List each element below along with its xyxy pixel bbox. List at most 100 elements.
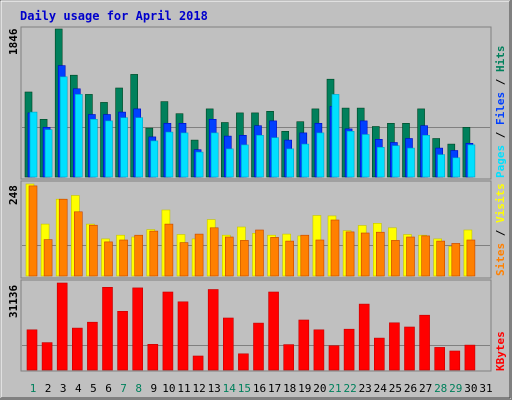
bar-sites-day-17 bbox=[270, 237, 279, 277]
bar-kbytes-day-26 bbox=[404, 326, 415, 371]
day-label-9: 9 bbox=[150, 382, 157, 395]
bar-pages-day-5 bbox=[90, 119, 98, 178]
bar-pages-day-7 bbox=[120, 117, 128, 178]
bar-sites-day-3 bbox=[58, 198, 68, 277]
day-label-18: 18 bbox=[283, 382, 296, 395]
day-label-16: 16 bbox=[253, 382, 266, 395]
bar-pages-day-28 bbox=[437, 154, 446, 178]
legend-kbytes: KBytes bbox=[494, 331, 507, 371]
legend-separator: / bbox=[494, 223, 507, 243]
day-label-12: 12 bbox=[192, 382, 205, 395]
panel-hits-files-pages: 1846 Pages / Files / Hits bbox=[7, 26, 507, 180]
day-label-30: 30 bbox=[464, 382, 477, 395]
bar-pages-day-23 bbox=[361, 134, 370, 178]
bar-pages-day-27 bbox=[422, 135, 430, 178]
day-label-24: 24 bbox=[374, 382, 388, 395]
bar-pages-day-10 bbox=[165, 131, 174, 178]
bar-pages-day-13 bbox=[210, 132, 219, 178]
bar-kbytes-day-13 bbox=[207, 289, 219, 371]
bar-pages-day-26 bbox=[407, 147, 415, 178]
bar-kbytes-day-10 bbox=[162, 291, 174, 371]
day-axis-labels: 1 2 3 4 5 6 7 8 9 10 11 12 13 14 15 16 17 18 19 20 21 22 23 24 2… bbox=[30, 382, 493, 395]
bar-sites-day-6 bbox=[104, 241, 113, 277]
bar-kbytes-day-12 bbox=[192, 355, 204, 371]
legend-entry-kbytes: KBytes bbox=[494, 331, 507, 371]
panel-visits-sites: 248 Sites / Visits bbox=[7, 180, 507, 279]
bar-kbytes-day-20 bbox=[313, 329, 325, 371]
day-label-17: 17 bbox=[268, 382, 281, 395]
day-label-8: 8 bbox=[135, 382, 142, 395]
bar-pages-day-16 bbox=[256, 135, 264, 178]
bar-sites-day-5 bbox=[89, 224, 98, 277]
day-label-5: 5 bbox=[90, 382, 97, 395]
day-label-3: 3 bbox=[60, 382, 67, 395]
bar-sites-day-14 bbox=[225, 236, 234, 277]
bar-sites-day-27 bbox=[421, 235, 430, 277]
bar-kbytes-day-18 bbox=[283, 344, 295, 371]
bar-kbytes-day-24 bbox=[373, 337, 385, 371]
day-label-15: 15 bbox=[238, 382, 251, 395]
mid-legend-text: Sites / Visits bbox=[494, 183, 507, 276]
day-label-2: 2 bbox=[45, 382, 52, 395]
day-label-23: 23 bbox=[359, 382, 372, 395]
day-label-31: 31 bbox=[479, 382, 492, 395]
legend-visits-sites: Sites / Visits bbox=[494, 183, 507, 276]
day-label-22: 22 bbox=[343, 382, 356, 395]
day-label-26: 26 bbox=[404, 382, 417, 395]
bar-sites-day-25 bbox=[391, 240, 400, 277]
bar-pages-day-9 bbox=[150, 140, 159, 178]
bar-sites-day-4 bbox=[74, 211, 83, 277]
bar-kbytes-day-21 bbox=[328, 345, 340, 371]
bar-pages-day-24 bbox=[376, 147, 385, 178]
bar-pages-day-14 bbox=[226, 148, 234, 178]
legend-entry-visits: Visits bbox=[494, 183, 507, 223]
bar-pages-day-12 bbox=[195, 151, 204, 178]
ymax-label-bottom: 31136 bbox=[7, 285, 20, 318]
bar-sites-day-28 bbox=[436, 240, 446, 277]
bar-pages-day-20 bbox=[316, 132, 325, 178]
day-label-1: 1 bbox=[30, 382, 37, 395]
bar-kbytes-day-8 bbox=[132, 287, 143, 371]
bar-kbytes-day-3 bbox=[56, 282, 68, 371]
bar-sites-day-2 bbox=[43, 239, 53, 277]
bar-kbytes-day-23 bbox=[358, 303, 370, 371]
bar-pages-day-8 bbox=[135, 117, 143, 178]
bar-sites-day-29 bbox=[451, 243, 461, 277]
bar-pages-day-6 bbox=[105, 120, 113, 178]
day-label-6: 6 bbox=[105, 382, 112, 395]
day-label-28: 28 bbox=[434, 382, 447, 395]
bar-sites-day-21 bbox=[330, 219, 340, 277]
legend-entry-hits: Hits bbox=[494, 46, 507, 73]
bar-pages-day-11 bbox=[180, 132, 189, 178]
bar-pages-day-21 bbox=[331, 94, 340, 178]
bar-kbytes-day-25 bbox=[389, 322, 400, 371]
legend-hits-files-pages: Pages / Files / Hits bbox=[494, 46, 507, 179]
bar-pages-day-30 bbox=[467, 144, 476, 178]
bar-sites-day-8 bbox=[134, 234, 143, 277]
legend-separator: / bbox=[494, 125, 507, 145]
bar-sites-day-24 bbox=[375, 231, 385, 277]
bar-kbytes-day-16 bbox=[253, 322, 264, 371]
day-label-20: 20 bbox=[313, 382, 326, 395]
bars-visits-sites bbox=[25, 183, 476, 277]
bar-sites-day-9 bbox=[149, 230, 159, 277]
bar-sites-day-22 bbox=[345, 231, 355, 277]
bar-kbytes-day-15 bbox=[238, 353, 249, 371]
bar-kbytes-day-19 bbox=[298, 319, 310, 371]
legend-entry-sites: Sites bbox=[494, 243, 507, 276]
bar-pages-day-15 bbox=[241, 144, 249, 178]
bar-kbytes-day-1 bbox=[26, 329, 38, 371]
bar-kbytes-day-22 bbox=[343, 328, 355, 371]
bar-sites-day-16 bbox=[255, 229, 264, 277]
bar-kbytes-day-28 bbox=[434, 347, 446, 371]
bar-kbytes-day-6 bbox=[102, 286, 113, 371]
bar-kbytes-day-29 bbox=[449, 350, 461, 371]
ymax-label-mid: 248 bbox=[7, 185, 20, 205]
bar-kbytes-day-7 bbox=[117, 310, 128, 371]
day-label-13: 13 bbox=[208, 382, 221, 395]
bar-sites-day-26 bbox=[406, 236, 415, 277]
bar-sites-day-30 bbox=[466, 239, 476, 277]
day-label-7: 7 bbox=[120, 382, 127, 395]
bar-sites-day-10 bbox=[164, 223, 174, 277]
